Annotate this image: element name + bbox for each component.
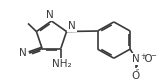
Text: +: + (140, 53, 146, 59)
Text: −: − (150, 53, 156, 59)
Text: NH₂: NH₂ (52, 59, 72, 69)
Text: ·O: ·O (142, 54, 154, 64)
Text: ″: ″ (135, 68, 139, 77)
Text: N: N (19, 48, 27, 58)
Text: N: N (132, 54, 140, 64)
Text: O: O (131, 71, 139, 81)
Text: N: N (68, 21, 76, 31)
Text: N: N (46, 10, 54, 20)
